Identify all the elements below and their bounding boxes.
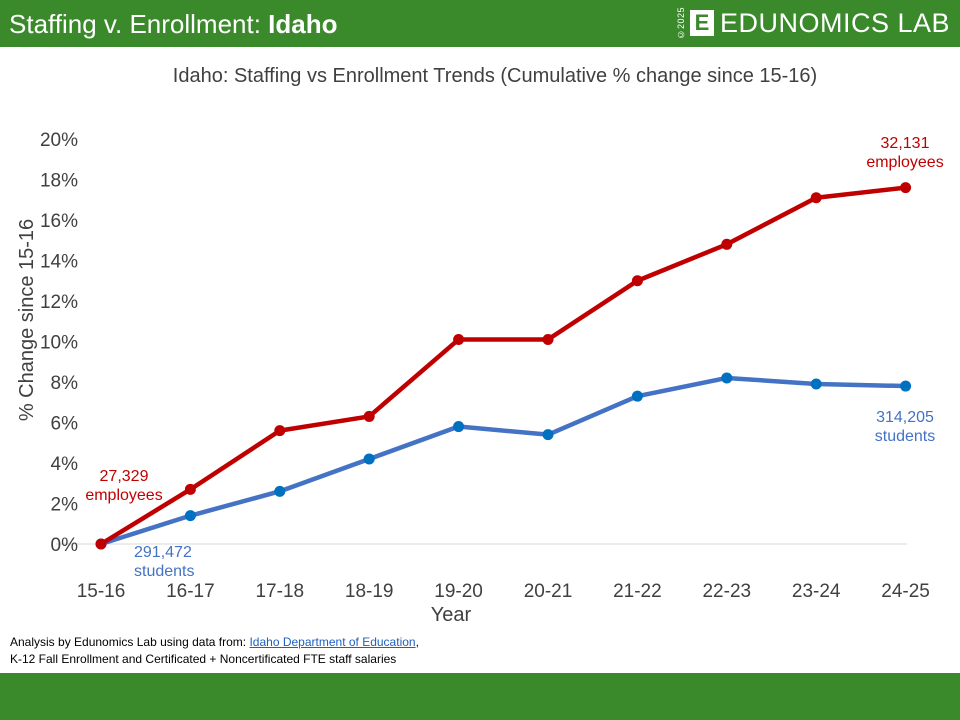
data-point-employees (721, 238, 733, 250)
data-point-employees (363, 410, 375, 422)
copyright-year: ©2025 (675, 6, 686, 40)
header-bar: Staffing v. Enrollment: Idaho ©2025 E ED… (0, 0, 960, 47)
y-tick-label: 8% (51, 373, 79, 394)
annotation-line: employees (85, 487, 162, 504)
series-lines (98, 185, 908, 547)
annotation-employees: 32,131 employees (866, 135, 943, 171)
x-tick-label: 15-16 (77, 581, 126, 602)
annotation-line: 32,131 (881, 135, 930, 152)
x-tick-label: 16-17 (166, 581, 215, 602)
annotation-students: 291,472 students (134, 544, 194, 580)
chart-annotations: 27,329 employees 32,131 employees 291,472 stu… (85, 135, 943, 580)
data-point-students (363, 453, 375, 465)
y-tick-label: 6% (51, 414, 79, 435)
y-tick-label: 14% (40, 252, 78, 273)
x-tick-label: 23-24 (792, 581, 841, 602)
data-point-students (721, 372, 733, 384)
y-tick-label: 10% (40, 333, 78, 354)
series-line-employees (98, 185, 908, 547)
x-tick-label: 22-23 (702, 581, 751, 602)
data-point-students (810, 378, 822, 390)
source-link[interactable]: Idaho Department of Education (249, 635, 416, 649)
x-tick-label: 17-18 (255, 581, 304, 602)
edunomics-logo-icon: E (689, 10, 714, 36)
data-point-students (631, 390, 643, 402)
annotation-line: employees (866, 154, 943, 171)
brand-logo-group: ©2025 E EDUNOMICS LAB (675, 6, 950, 40)
chart-title: Idaho: Staffing vs Enrollment Trends (Cu… (172, 65, 818, 87)
source-line-1: Analysis by Edunomics Lab using data fro… (10, 634, 419, 651)
x-tick-label: 21-22 (613, 581, 662, 602)
y-tick-label: 18% (40, 171, 78, 192)
y-tick-label: 4% (51, 454, 79, 475)
source-note: Analysis by Edunomics Lab using data fro… (10, 634, 419, 668)
annotation-line: 27,329 (100, 468, 149, 485)
footer-bar (0, 673, 960, 720)
y-tick-label: 16% (40, 211, 78, 232)
data-point-employees (184, 483, 196, 495)
y-tick-label: 2% (51, 495, 79, 516)
series-markers (95, 182, 912, 550)
series-line-students (98, 375, 908, 547)
data-point-employees (274, 425, 286, 437)
data-point-students (184, 510, 196, 522)
x-tick-label: 19-20 (434, 581, 483, 602)
data-point-students (453, 421, 465, 433)
x-tick-label: 18-19 (345, 581, 394, 602)
annotation-line: 291,472 (134, 544, 192, 561)
annotation-line: 314,205 (876, 409, 934, 426)
annotation-students: 314,205 students (875, 409, 935, 445)
data-point-students (274, 485, 286, 497)
page-title: Staffing v. Enrollment: Idaho (9, 9, 338, 39)
data-point-employees (900, 182, 912, 194)
data-point-employees (810, 192, 822, 204)
data-point-employees (631, 275, 643, 287)
data-point-students (900, 380, 912, 392)
annotation-employees: 27,329 employees (85, 468, 162, 504)
data-point-employees (453, 333, 465, 345)
source-prefix: Analysis by Edunomics Lab using data fro… (10, 635, 250, 649)
chart-axes: 0% 2% 4% 6% 8% 10% 12% 14% 16% 18% 20% 15-16 16-17 17… (40, 130, 930, 602)
y-axis-label: % Change since 15-16 (16, 219, 38, 421)
page-title-state: Idaho (268, 9, 338, 39)
source-line-2: K-12 Fall Enrollment and Certificated + … (10, 652, 397, 666)
annotation-line: students (134, 563, 194, 580)
x-axis-label: Year (431, 604, 472, 626)
y-tick-label: 0% (51, 535, 79, 556)
x-tick-label: 20-21 (524, 581, 573, 602)
y-tick-label: 12% (40, 292, 78, 313)
annotation-line: students (875, 428, 935, 445)
brand-name: EDUNOMICS LAB (719, 7, 950, 38)
x-tick-label: 24-25 (881, 581, 930, 602)
page-title-prefix: Staffing v. Enrollment: (9, 9, 269, 39)
data-point-students (542, 429, 554, 441)
y-tick-label: 20% (40, 130, 78, 151)
data-point-employees (95, 538, 107, 550)
source-suffix: , (415, 635, 419, 649)
line-chart: 0% 2% 4% 6% 8% 10% 12% 14% 16% 18% 20% 15-16 16-17 17… (16, 130, 944, 626)
data-point-employees (542, 333, 554, 345)
